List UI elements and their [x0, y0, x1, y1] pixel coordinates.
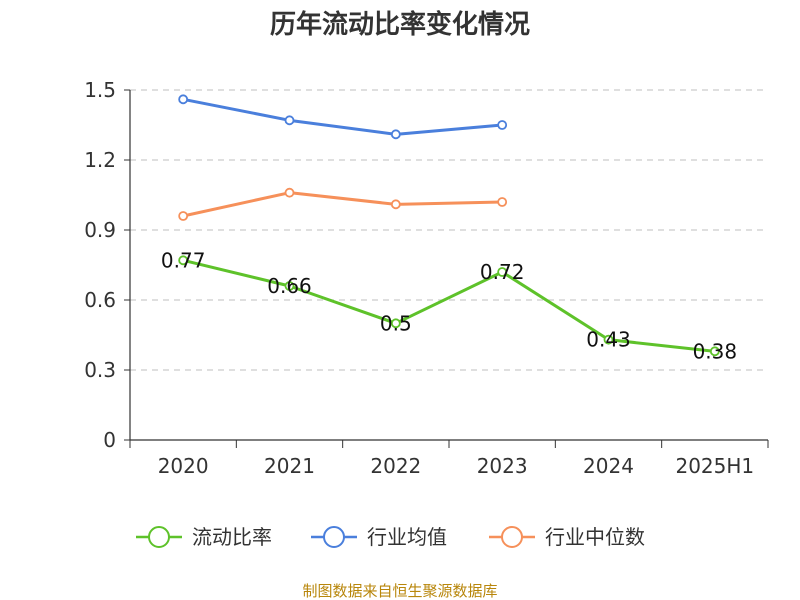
series-line-1	[182, 97, 503, 136]
chart-title: 历年流动比率变化情况	[270, 9, 530, 40]
y-axis: 0 0.3 0.6 0.9 1.2 1.5	[84, 78, 131, 452]
data-label: 0.66	[267, 274, 312, 298]
data-label: 0.43	[586, 328, 631, 352]
y-tick-label: 0.3	[84, 358, 116, 382]
grid-lines	[130, 89, 768, 371]
data-label: 0.5	[380, 311, 412, 335]
series-line-2	[182, 191, 503, 218]
data-point	[178, 94, 189, 105]
data-point	[178, 255, 189, 266]
legend-marker	[148, 526, 170, 548]
y-tick-label: 0	[103, 428, 116, 452]
data-point	[284, 115, 295, 126]
x-tick-label: 2025H1	[675, 454, 754, 478]
data-point	[497, 267, 508, 277]
x-tick-label: 2023	[477, 454, 528, 478]
x-tick-label: 2021	[264, 454, 315, 478]
legend-label: 流动比率	[192, 525, 272, 549]
y-tick-label: 1.2	[84, 148, 116, 172]
data-labels: 0.77 0.66 0.5 0.72 0.43 0.38	[161, 248, 737, 363]
y-tick-label: 0.6	[84, 288, 116, 312]
series-group	[178, 94, 720, 357]
data-point	[497, 197, 508, 207]
legend-label: 行业均值	[367, 525, 447, 549]
data-point	[284, 281, 295, 291]
data-point	[497, 120, 508, 130]
y-tick-label: 1.5	[84, 78, 116, 102]
legend: 流动比率 行业均值 行业中位数	[136, 525, 645, 549]
y-tick-label: 0.9	[84, 218, 116, 242]
series-line-0	[182, 258, 715, 353]
data-label: 0.38	[693, 339, 738, 363]
data-point	[603, 334, 614, 345]
x-tick-label: 2020	[158, 454, 209, 478]
data-label: 0.77	[161, 248, 206, 272]
x-axis: 2020 2021 2022 2023 2024 2025H1	[129, 439, 769, 478]
data-point	[390, 318, 401, 329]
data-point	[178, 211, 189, 221]
data-point	[390, 129, 401, 140]
data-point	[284, 187, 295, 198]
legend-label: 行业中位数	[545, 525, 645, 549]
data-label: 0.72	[480, 260, 525, 284]
source-note: 制图数据来自恒生聚源数据库	[302, 582, 497, 600]
data-point	[390, 199, 401, 210]
data-point	[709, 346, 720, 357]
legend-marker	[501, 526, 523, 548]
legend-marker	[323, 526, 345, 548]
x-tick-label: 2022	[370, 454, 421, 478]
x-tick-label: 2024	[583, 454, 634, 478]
